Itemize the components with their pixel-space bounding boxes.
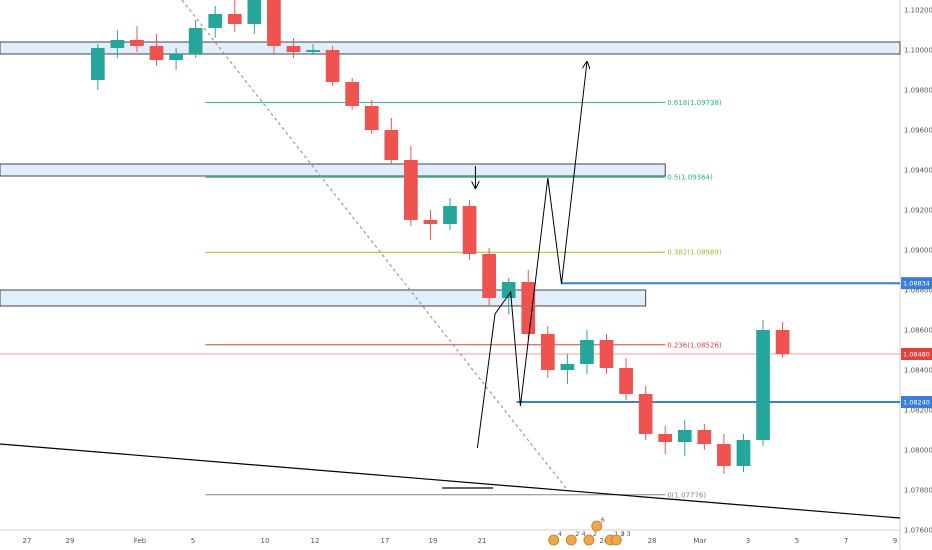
candle-body — [658, 434, 673, 442]
candle-body — [756, 330, 770, 440]
time-tick-label: 17 — [381, 537, 390, 545]
candle-body — [384, 130, 399, 160]
time-tick-label: 27 — [23, 537, 32, 545]
time-tick-label: 3 — [746, 537, 750, 545]
candle-body — [717, 444, 731, 466]
event-marker-4 — [591, 520, 603, 532]
candle-body — [540, 334, 555, 370]
fib-label-3: 0.382(1.08989) — [667, 249, 722, 257]
price-tick-label: 1.09000 — [904, 247, 932, 255]
fib-label-2: 0.5(1.09364) — [667, 174, 713, 182]
price-tick-label: 1.08800 — [904, 287, 932, 295]
time-tick-label: 10 — [261, 537, 270, 545]
candle-body — [345, 82, 360, 106]
price-tick-label: 1.08400 — [904, 367, 932, 375]
candle-body — [697, 430, 712, 444]
time-tick-label: 5 — [795, 537, 799, 545]
ray-price-badge-1: 1.08240 — [903, 399, 930, 407]
candle-body — [638, 394, 653, 434]
candle-body — [677, 430, 692, 442]
candle-body — [423, 220, 438, 224]
candle-body — [404, 160, 418, 220]
candle-body — [501, 282, 516, 298]
price-tick-label: 1.10200 — [904, 7, 932, 15]
event-marker-2 — [583, 534, 595, 546]
time-tick-label: 19 — [429, 537, 438, 545]
fib-label-4: 0.236(1.08526) — [667, 341, 722, 349]
price-tick-label: 1.09200 — [904, 207, 932, 215]
candle-body — [188, 28, 203, 54]
candle-body — [462, 206, 477, 254]
trendline-0 — [0, 443, 901, 519]
ray-price-badge-0: 1.08834 — [903, 280, 930, 288]
candle-body — [306, 50, 320, 52]
price-tick-label: 1.09400 — [904, 167, 932, 175]
candle-body — [90, 48, 105, 80]
ray-price-badge-0-bg — [901, 277, 932, 290]
candle-body — [580, 340, 594, 364]
candle-body — [619, 368, 633, 394]
time-tick-label: 9 — [893, 537, 897, 545]
candle-body — [267, 0, 281, 46]
event-marker-0 — [548, 534, 560, 546]
zone-rect-1 — [0, 163, 666, 177]
current-price-badge-bg — [901, 348, 932, 360]
price-tick-label: 1.07600 — [904, 527, 932, 535]
candle-body — [130, 40, 144, 46]
price-tick-label: 1.08200 — [904, 407, 932, 415]
event-marker-1 — [565, 534, 577, 546]
event-count-5: 2 3 — [620, 530, 630, 538]
candle-body — [560, 364, 575, 370]
price-tick-label: 1.07800 — [904, 487, 932, 495]
current-price-badge: 1.08480 — [903, 351, 930, 359]
price-tick-label: 1.08600 — [904, 327, 932, 335]
candle-body — [364, 106, 379, 130]
fib-label-1: 0.618(1.09738) — [667, 99, 722, 107]
price-tick-label: 1.08000 — [904, 447, 932, 455]
time-tick-label: 21 — [478, 537, 487, 545]
price-tick-label: 1.10000 — [904, 47, 932, 55]
candle-body — [110, 40, 125, 48]
zone-rect-0 — [0, 41, 901, 55]
time-tick-label: 7 — [844, 537, 848, 545]
trendline-1 — [181, 0, 568, 491]
candle-body — [149, 46, 164, 60]
price-tick-label: 1.09600 — [904, 127, 932, 135]
projection-path — [476, 62, 587, 449]
zone-rect-2 — [0, 289, 647, 307]
candle-body — [325, 50, 340, 82]
candle-body — [247, 0, 262, 24]
candle-body — [208, 14, 223, 28]
candle-body — [169, 54, 183, 60]
candle-body — [736, 440, 751, 466]
time-tick-label: 5 — [191, 537, 195, 545]
event-count-3: 1 3 — [614, 530, 624, 538]
event-count-2: 2 — [593, 530, 597, 538]
candle-body — [482, 254, 496, 298]
candle-body — [599, 340, 614, 368]
candle-body — [775, 330, 790, 354]
event-count-4: 6 — [601, 516, 605, 524]
fib-label-5: 0(1.07776) — [667, 491, 706, 499]
time-tick-label: 12 — [311, 537, 320, 545]
candle-body — [286, 46, 301, 52]
time-tick-label: Feb — [134, 537, 147, 545]
candle-body — [443, 206, 457, 224]
time-tick-label: Mar — [693, 537, 706, 545]
price-tick-label: 1.09800 — [904, 87, 932, 95]
time-tick-label: 29 — [66, 537, 75, 545]
candle-body — [521, 282, 536, 334]
event-count-0: 4 — [558, 530, 562, 538]
time-tick-label: 26 — [600, 537, 609, 545]
candle-body — [227, 14, 242, 24]
ray-price-badge-1-bg — [901, 396, 932, 408]
event-marker-5 — [610, 534, 622, 546]
time-tick-label: 28 — [648, 537, 657, 545]
event-count-1: 2 4 — [575, 530, 585, 538]
